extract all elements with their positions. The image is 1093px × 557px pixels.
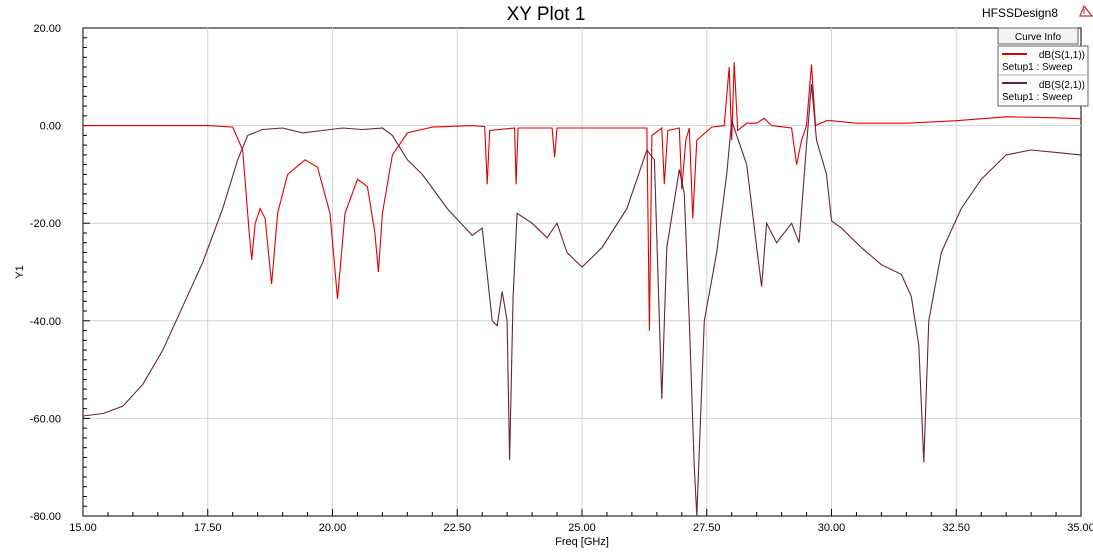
x-tick-label: 20.00	[319, 522, 347, 534]
legend-header: Curve Info	[1015, 32, 1062, 43]
x-tick-label: 35.00	[1067, 522, 1093, 534]
series-line-s11	[83, 62, 1081, 331]
hfss-logo-icon	[1079, 4, 1093, 17]
x-tick-label: 32.50	[942, 522, 970, 534]
x-tick-label: 27.50	[693, 522, 721, 534]
legend-item-s11-sub: Setup1 : Sweep	[1002, 62, 1073, 73]
x-tick-label: 15.00	[69, 522, 97, 534]
x-tick-label: 30.00	[818, 522, 846, 534]
y-tick-label: -80.00	[30, 511, 61, 523]
grid	[83, 28, 1081, 516]
plot-title: XY Plot 1	[507, 4, 586, 25]
y-axis-label: Y1	[14, 265, 26, 278]
legend-body	[997, 45, 1089, 107]
x-tick-label: 25.00	[568, 522, 596, 534]
series-layer	[83, 62, 1081, 516]
y-tick-label: 0.00	[40, 121, 61, 133]
series-line-s21	[83, 84, 1081, 516]
legend-item-s21-name: dB(S(2,1))	[1039, 80, 1085, 91]
legend[interactable]: Curve Info dB(S(1,1)) Setup1 : Sweep dB(…	[997, 27, 1089, 107]
y-tick-label: -40.00	[30, 316, 61, 328]
design-name: HFSSDesign8	[982, 6, 1058, 20]
y-tick-label: -60.00	[30, 413, 61, 425]
x-tick-label: 22.50	[443, 522, 471, 534]
y-tick-label: 20.00	[33, 23, 61, 35]
x-tick-label: 17.50	[194, 522, 222, 534]
legend-item-s21-sub: Setup1 : Sweep	[1002, 92, 1073, 103]
y-tick-label: -20.00	[30, 218, 61, 230]
legend-header-box	[997, 27, 1079, 45]
legend-item-s11-name: dB(S(1,1))	[1039, 50, 1085, 61]
x-axis-label: Freq [GHz]	[555, 536, 609, 548]
axis-ticks: 15.00 17.50 20.00 22.50 25.00 27.50 30.00 32.50…	[30, 23, 1093, 534]
